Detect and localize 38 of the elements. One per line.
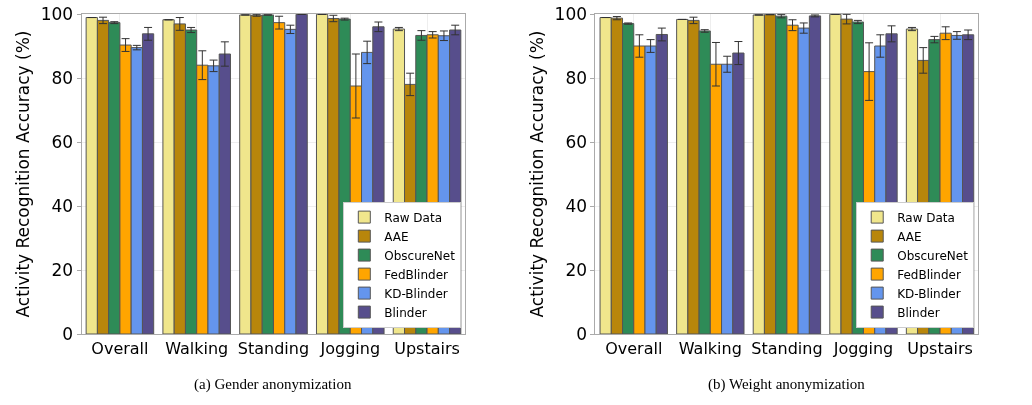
x-tick-label: Overall (605, 339, 663, 359)
y-tick-label: 60 (565, 131, 588, 152)
legend-label: Blinder (897, 305, 940, 320)
legend-label: FedBlinder (897, 267, 961, 282)
x-tick-label: Upstairs (394, 339, 460, 359)
legend-label: KD-Blinder (897, 286, 961, 301)
x-tick-label: Jogging (832, 339, 894, 359)
y-tick-label: 0 (576, 323, 588, 344)
y-tick-label: 40 (51, 195, 74, 216)
x-tick-label: Overall (91, 339, 149, 359)
y-tick-label: 80 (565, 67, 588, 88)
legend-label: ObscureNet (384, 248, 456, 263)
legend-label: KD-Blinder (384, 286, 448, 301)
y-tick-label: 100 (554, 3, 588, 24)
x-tick-label: Jogging (319, 339, 381, 359)
x-tick-label: Walking (678, 339, 742, 359)
y-tick-label: 80 (51, 67, 74, 88)
legend-label: Blinder (384, 305, 427, 320)
legend-label: FedBlinder (384, 267, 449, 282)
legend-label: ObscureNet (897, 248, 969, 263)
y-tick-label: 20 (565, 259, 588, 280)
x-tick-label: Standing (751, 339, 823, 359)
y-tick-label: 20 (51, 259, 74, 280)
y-tick-label: 0 (62, 323, 74, 344)
text: (a) Gender anonymization (194, 376, 352, 393)
x-tick-label: Upstairs (907, 339, 973, 359)
legend-label: AAE (897, 229, 922, 244)
legend-label: AAE (384, 229, 409, 244)
x-tick-label: Walking (165, 339, 229, 359)
y-axis-title: Activity Recognition Accuracy (%) (527, 30, 548, 318)
legend-label: Raw Data (384, 210, 443, 225)
y-axis-title: Activity Recognition Accuracy (%) (13, 30, 34, 318)
x-tick-label: Standing (237, 339, 310, 359)
y-tick-label: 60 (51, 131, 74, 152)
text: (b) Weight anonymization (708, 376, 866, 393)
legend-label: Raw Data (897, 210, 955, 225)
y-tick-label: 40 (565, 195, 588, 216)
y-tick-label: 100 (40, 3, 74, 24)
